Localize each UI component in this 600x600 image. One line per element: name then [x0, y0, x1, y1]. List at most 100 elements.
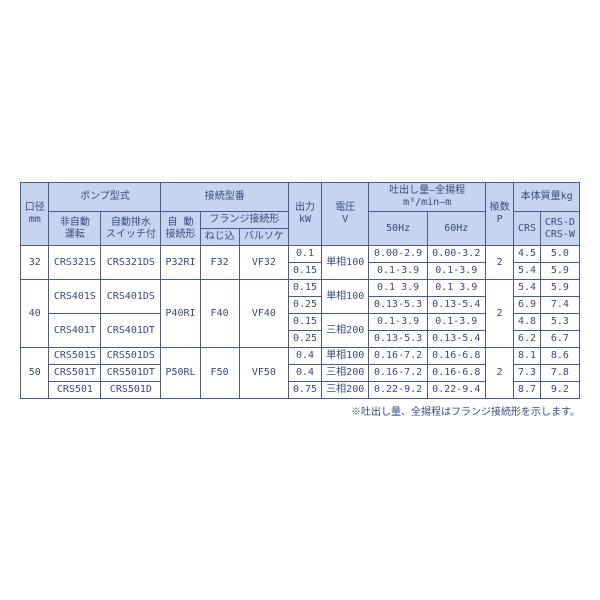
cell: CRS501: [49, 382, 101, 399]
cell: 9.2: [540, 382, 579, 399]
cell: CRS401DT: [101, 314, 161, 348]
cell: P40RI: [161, 280, 200, 348]
cell: 8.6: [540, 348, 579, 365]
cell: 50: [21, 348, 49, 399]
cell: 三相200: [321, 365, 369, 382]
cell: 0.22-9.2: [369, 382, 427, 399]
table-row: 50 CRS501S CRS501DS P50RL F50 VF50 0.4 単…: [21, 348, 580, 365]
cell: 0.22-9.4: [427, 382, 485, 399]
th-flange: フランジ接続形: [200, 212, 289, 229]
cell: 三相200: [321, 314, 369, 348]
th-crsd: CRS-DCRS-W: [540, 212, 579, 246]
cell: 7.4: [540, 297, 579, 314]
cell: F50: [200, 348, 239, 399]
table-row: 32 CRS321S CRS321DS P32RI F32 VF32 0.1 単…: [21, 246, 580, 263]
cell: 0.16-6.8: [427, 348, 485, 365]
cell: 0.13-5.4: [427, 297, 485, 314]
cell: CRS501D: [101, 382, 161, 399]
cell: F40: [200, 280, 239, 348]
cell: P50RL: [161, 348, 200, 399]
cell: 4.8: [514, 314, 540, 331]
table-container: 口径mm ポンプ型式 接続型番 出力kW 電圧V 吐出し量―全揚程m³/min―…: [20, 182, 580, 418]
cell: 0.4: [289, 365, 322, 382]
cell: VF50: [239, 348, 289, 399]
cell: 6.9: [514, 297, 540, 314]
cell: 2: [485, 280, 513, 348]
th-auto: 自 動接続形: [161, 212, 200, 246]
th-output: 出力kW: [289, 183, 322, 246]
cell: 5.9: [540, 280, 579, 297]
cell: 0.1-3.9: [369, 263, 427, 280]
cell: CRS321S: [49, 246, 101, 280]
th-valve: バルソケ: [239, 229, 289, 246]
th-mass: 本体質量kg: [514, 183, 580, 212]
cell: 0.15: [289, 280, 322, 297]
cell: CRS501S: [49, 348, 101, 365]
cell: 単相100: [321, 280, 369, 314]
th-bore: 口径mm: [21, 183, 49, 246]
cell: 0.13-5.3: [369, 297, 427, 314]
cell: 0.13-5.3: [369, 331, 427, 348]
cell: 0.1 3.9: [369, 280, 427, 297]
cell: 0.00-2.9: [369, 246, 427, 263]
cell: 単相100: [321, 246, 369, 280]
cell: 5.0: [540, 246, 579, 263]
cell: 0.25: [289, 297, 322, 314]
th-screw: ねじ込: [200, 229, 239, 246]
cell: 5.9: [540, 263, 579, 280]
cell: 8.1: [514, 348, 540, 365]
th-conn-model: 接続型番: [161, 183, 289, 212]
cell: CRS501DT: [101, 365, 161, 382]
cell: CRS401DS: [101, 280, 161, 314]
cell: 32: [21, 246, 49, 280]
cell: CRS401T: [49, 314, 101, 348]
cell: 0.1 3.9: [427, 280, 485, 297]
cell: 0.25: [289, 331, 322, 348]
cell: 2: [485, 348, 513, 399]
cell: 0.4: [289, 348, 322, 365]
spec-table: 口径mm ポンプ型式 接続型番 出力kW 電圧V 吐出し量―全揚程m³/min―…: [20, 182, 580, 399]
cell: 0.75: [289, 382, 322, 399]
th-crs: CRS: [514, 212, 540, 246]
th-60hz: 60Hz: [427, 212, 485, 246]
cell: 0.1-3.9: [427, 314, 485, 331]
th-voltage: 電圧V: [321, 183, 369, 246]
th-auto-drain: 自動排水スイッチ付: [101, 212, 161, 246]
cell: 6.2: [514, 331, 540, 348]
cell: 2: [485, 246, 513, 280]
cell: CRS501DS: [101, 348, 161, 365]
th-pump-model: ポンプ型式: [49, 183, 161, 212]
cell: 0.1-3.9: [369, 314, 427, 331]
cell: 5.4: [514, 280, 540, 297]
cell: P32RI: [161, 246, 200, 280]
cell: 0.16-7.2: [369, 365, 427, 382]
cell: 0.16-7.2: [369, 348, 427, 365]
cell: VF32: [239, 246, 289, 280]
table-row: 40 CRS401S CRS401DS P40RI F40 VF40 0.15 …: [21, 280, 580, 297]
th-non-auto: 非自動運転: [49, 212, 101, 246]
cell: 0.15: [289, 314, 322, 331]
cell: 単相100: [321, 348, 369, 365]
cell: 8.7: [514, 382, 540, 399]
cell: 三相200: [321, 382, 369, 399]
cell: CRS401S: [49, 280, 101, 314]
th-poles: 極数P: [485, 183, 513, 246]
cell: CRS501T: [49, 365, 101, 382]
cell: F32: [200, 246, 239, 280]
cell: 0.13-5.4: [427, 331, 485, 348]
cell: 6.7: [540, 331, 579, 348]
cell: 7.8: [540, 365, 579, 382]
th-discharge: 吐出し量―全揚程m³/min―m: [369, 183, 485, 212]
cell: 40: [21, 280, 49, 348]
cell: 0.00-3.2: [427, 246, 485, 263]
cell: CRS321DS: [101, 246, 161, 280]
cell: 5.3: [540, 314, 579, 331]
cell: 0.1: [289, 246, 322, 263]
cell: 0.15: [289, 263, 322, 280]
cell: 7.3: [514, 365, 540, 382]
th-50hz: 50Hz: [369, 212, 427, 246]
cell: 4.5: [514, 246, 540, 263]
cell: 0.1-3.9: [427, 263, 485, 280]
footnote: ※吐出し量、全揚程はフランジ接続形を示します。: [20, 403, 580, 418]
cell: 0.16-6.8: [427, 365, 485, 382]
